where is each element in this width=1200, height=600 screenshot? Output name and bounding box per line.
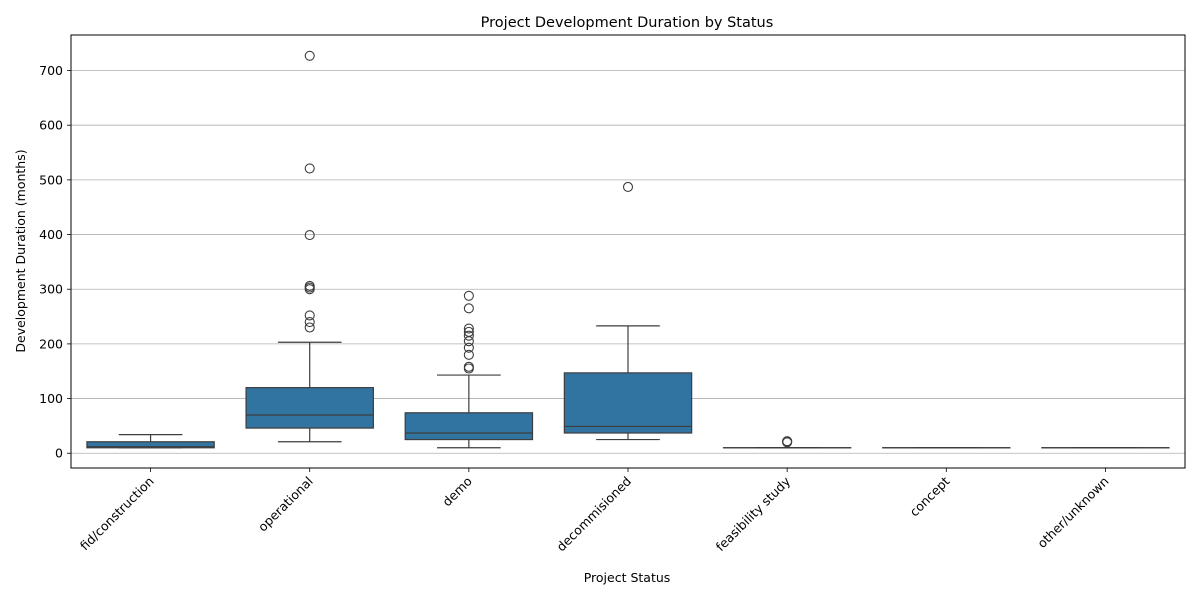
outlier-point	[304, 316, 315, 328]
outlier-point	[304, 280, 315, 291]
x-tick-label: fid/construction	[77, 474, 157, 554]
x-tick-label: other/unknown	[1034, 474, 1111, 551]
x-tick-label: concept	[907, 473, 953, 519]
y-axis-label: Development Duration (months)	[13, 149, 28, 352]
box-group	[404, 290, 534, 449]
outlier-point	[463, 326, 474, 337]
box-group	[86, 434, 215, 449]
x-axis: fid/construction operational demo decommisi…	[77, 468, 1112, 554]
y-tick-label: 300	[39, 282, 63, 297]
iqr-box	[245, 387, 374, 429]
y-tick-label: 700	[39, 63, 63, 78]
outlier-point	[622, 181, 634, 193]
iqr-box	[563, 372, 693, 434]
iqr-box	[404, 412, 534, 441]
y-tick-label: 400	[39, 227, 63, 242]
outlier-point	[463, 349, 474, 360]
outlier-point	[304, 230, 315, 241]
outlier-point	[304, 310, 315, 321]
box-group	[563, 181, 693, 441]
y-tick-label: 600	[39, 118, 63, 133]
y-tick-label: 0	[55, 446, 63, 461]
box-group	[722, 436, 852, 449]
outlier-point	[463, 361, 474, 372]
outlier-point	[304, 50, 315, 61]
box-group	[245, 50, 374, 443]
x-tick-label: decommisioned	[553, 474, 634, 555]
y-tick-label: 200	[39, 336, 63, 351]
chart-title: Project Development Duration by Status	[481, 15, 774, 31]
x-axis-label: Project Status	[584, 570, 671, 585]
outlier-point	[782, 436, 793, 447]
box-series	[86, 50, 1170, 449]
x-tick-label: demo	[439, 474, 475, 510]
y-axis: 0 100 200 300 400 500 600 700	[39, 63, 71, 461]
outlier-point	[463, 336, 474, 347]
outlier-point	[463, 290, 474, 301]
outlier-point	[463, 303, 474, 314]
y-tick-label: 100	[39, 391, 63, 406]
iqr-box	[86, 441, 215, 449]
outlier-point	[304, 322, 315, 333]
outlier-point	[463, 330, 474, 341]
outlier-point	[463, 323, 474, 334]
outlier-point	[463, 342, 474, 353]
x-tick-label: feasibility study	[713, 473, 794, 554]
outlier-point	[304, 163, 315, 174]
y-tick-label: 500	[39, 172, 63, 187]
x-tick-label: operational	[255, 474, 316, 535]
